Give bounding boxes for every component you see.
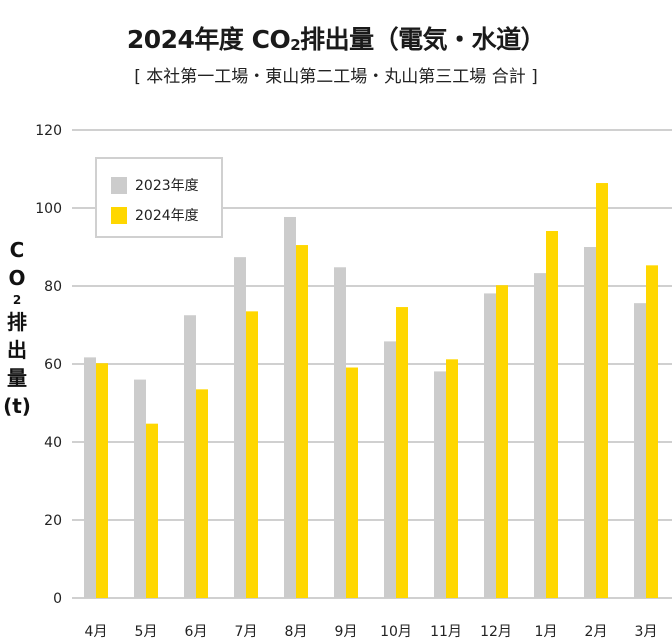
chart-title: 2024年度 CO2排出量（電気・水道） xyxy=(126,25,546,54)
bar-2023年度-7月 xyxy=(234,257,246,598)
legend-swatch xyxy=(111,206,127,224)
y-tick-label: 0 xyxy=(53,591,62,607)
bar-2023年度-2月 xyxy=(584,247,596,598)
x-tick-label: 12月 xyxy=(480,624,512,640)
legend-item-2023: 2023年度 xyxy=(111,175,199,195)
bar-2023年度-10月 xyxy=(384,341,396,598)
bar-2024年度-11月 xyxy=(446,359,458,598)
bar-2023年度-3月 xyxy=(634,303,646,598)
bar-2024年度-5月 xyxy=(146,423,158,598)
bar-2023年度-12月 xyxy=(484,293,496,598)
y-tick-label: 40 xyxy=(44,435,62,451)
bar-2023年度-1月 xyxy=(534,273,546,598)
bar-2024年度-6月 xyxy=(196,389,208,598)
y-tick-label: 120 xyxy=(35,123,62,139)
x-tick-label: 9月 xyxy=(335,624,358,640)
x-tick-label: 3月 xyxy=(635,624,658,640)
legend-item-2024: 2024年度 xyxy=(111,205,199,225)
x-tick-label: 11月 xyxy=(430,624,462,640)
x-tick-label: 2月 xyxy=(585,624,608,640)
bar-2023年度-11月 xyxy=(434,371,446,598)
x-tick-label: 7月 xyxy=(235,624,258,640)
bar-2024年度-12月 xyxy=(496,285,508,598)
bar-2024年度-9月 xyxy=(346,367,358,598)
legend-swatch xyxy=(111,176,127,194)
y-tick-label: 60 xyxy=(44,357,62,373)
bar-2024年度-3月 xyxy=(646,265,658,598)
chart-subtitle: [ 本社第一工場・東山第二工場・丸山第三工場 合計 ] xyxy=(134,67,538,87)
legend-label: 2023年度 xyxy=(135,178,199,194)
bar-2024年度-8月 xyxy=(296,245,308,599)
x-tick-label: 4月 xyxy=(85,624,108,640)
bar-2023年度-9月 xyxy=(334,267,346,598)
x-tick-label: 1月 xyxy=(535,624,558,640)
x-tick-label: 5月 xyxy=(135,624,158,640)
bar-2023年度-6月 xyxy=(184,315,196,598)
y-axis-label: C O 2 排 出 量 (t) xyxy=(3,238,31,418)
x-tick-label: 6月 xyxy=(185,624,208,640)
bar-2023年度-4月 xyxy=(84,357,96,598)
bar-2023年度-8月 xyxy=(284,216,296,598)
bar-2023年度-5月 xyxy=(134,379,146,598)
legend-label: 2024年度 xyxy=(135,208,199,224)
bar-2024年度-10月 xyxy=(396,307,408,598)
legend: 2023年度 2024年度 xyxy=(95,157,223,238)
bar-2024年度-1月 xyxy=(546,231,558,598)
bar-2024年度-4月 xyxy=(96,363,108,598)
y-tick-label: 100 xyxy=(35,201,62,217)
y-tick-label: 80 xyxy=(44,279,62,295)
bar-2024年度-7月 xyxy=(246,311,258,598)
x-tick-label: 8月 xyxy=(285,624,308,640)
bar-2024年度-2月 xyxy=(596,183,608,599)
x-tick-label: 10月 xyxy=(380,624,412,640)
y-tick-label: 20 xyxy=(44,513,62,529)
